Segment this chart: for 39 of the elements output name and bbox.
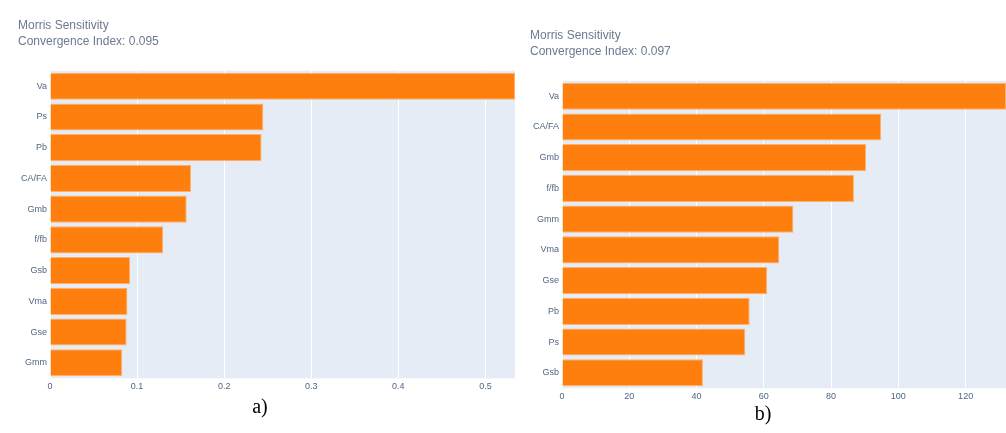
x-tick-label: 0.1 — [130, 381, 144, 392]
x-tick-label: 120 — [958, 391, 974, 402]
x-tick-label: 80 — [826, 391, 837, 402]
y-tick-label: f/fb — [546, 182, 560, 193]
y-tick-label: Pb — [35, 142, 48, 153]
y-tick-label: Ps — [548, 336, 560, 347]
x-tick-label: 0.4 — [392, 381, 405, 392]
chart-subtitle: Convergence Index: 0.097 — [530, 43, 672, 58]
y-tick-label: Gmb — [27, 203, 48, 214]
x-tick-label: 20 — [624, 391, 635, 402]
y-tick-label: Pb — [547, 305, 560, 316]
y-tick-label: Gmm — [25, 357, 48, 368]
y-tick-label: Gse — [542, 275, 560, 286]
y-tick-label: Vma — [28, 295, 48, 306]
y-tick-label: Vma — [540, 244, 560, 255]
chart-title: Morris Sensitivity — [18, 17, 109, 32]
y-tick-label: Ps — [36, 111, 48, 122]
y-tick-label: Va — [36, 80, 48, 91]
x-tick-label: 100 — [890, 391, 906, 402]
chart-title: Morris Sensitivity — [530, 27, 621, 42]
x-tick-label: 40 — [691, 391, 702, 402]
x-tick-label: 0 — [47, 381, 53, 392]
y-tick-label: Gse — [30, 326, 48, 337]
y-tick-label: Gmm — [537, 213, 560, 224]
y-tick-label: Va — [548, 90, 560, 101]
y-tick-label: CA/FA — [20, 172, 48, 183]
chart-subtitle: Convergence Index: 0.095 — [18, 33, 160, 48]
y-tick-label: Gsb — [30, 265, 48, 276]
y-tick-label: f/fb — [34, 234, 48, 245]
x-tick-label: 60 — [758, 391, 769, 402]
y-tick-label: CA/FA — [532, 121, 560, 132]
y-tick-label: Gmb — [539, 152, 560, 163]
text: b) — [753, 402, 773, 425]
x-tick-label: 0.2 — [217, 381, 231, 392]
y-tick-label: Gsb — [542, 367, 560, 378]
x-tick-label: 0 — [559, 391, 565, 402]
text: a) — [251, 395, 269, 418]
x-tick-label: 0.5 — [479, 381, 492, 392]
x-tick-label: 0.3 — [304, 381, 318, 392]
